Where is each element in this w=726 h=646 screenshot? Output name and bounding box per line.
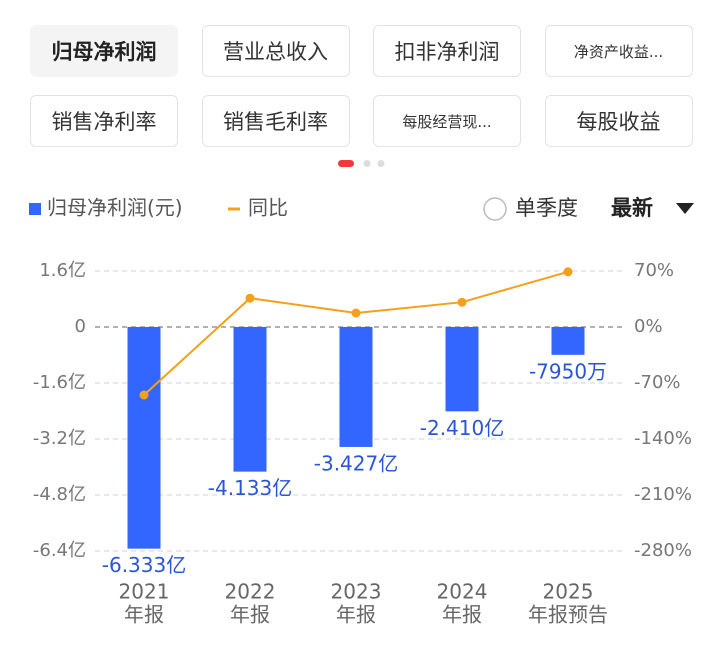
y2-tick-label: -210%	[634, 484, 692, 505]
tab[interactable]: 归母净利润	[30, 25, 178, 77]
tab[interactable]: 净资产收益...	[544, 25, 693, 77]
toggle-radio[interactable]	[483, 197, 507, 221]
value-label: -6.333亿	[102, 553, 186, 577]
tab[interactable]: 营业总收入	[201, 25, 350, 77]
legend-label: 同比	[248, 196, 288, 220]
x-tick-label: 2024	[437, 580, 488, 604]
y2-tick-label: 70%	[634, 260, 674, 281]
y2-tick-label: 0%	[634, 316, 663, 337]
x-tick-label: 2023	[331, 580, 382, 604]
line-point	[563, 267, 573, 277]
y-tick-label: 1.6亿	[39, 260, 86, 281]
line-point	[351, 308, 361, 318]
line-point	[139, 390, 149, 400]
y-tick-label: -6.4亿	[33, 540, 86, 561]
x-tick-label: 年报预告	[528, 603, 608, 627]
y-tick-label: -4.8亿	[33, 484, 86, 505]
page-dot-active	[338, 160, 354, 167]
y-tick-label: -1.6亿	[33, 372, 86, 393]
tab[interactable]: 每股收益	[544, 95, 693, 147]
x-tick-label: 年报	[336, 603, 376, 627]
page-dot	[377, 160, 385, 167]
line-point	[245, 293, 255, 303]
value-label: -7950万	[529, 359, 607, 383]
y-tick-label: -3.2亿	[33, 428, 86, 449]
x-tick-label: 年报	[124, 603, 164, 627]
tab[interactable]: 每股经营现...	[373, 95, 521, 147]
bar	[233, 327, 267, 472]
x-tick-label: 年报	[442, 603, 482, 627]
page-dot	[363, 160, 371, 167]
x-tick-label: 2021	[119, 580, 170, 604]
season-toggle[interactable]: 单季度	[515, 196, 578, 220]
value-label: -3.427亿	[314, 451, 398, 475]
bar	[445, 327, 479, 412]
y-tick-label: 0	[75, 316, 86, 337]
x-tick-label: 2025	[543, 580, 594, 604]
dropdown-arrow[interactable]	[676, 203, 694, 214]
tab[interactable]: 销售净利率	[30, 95, 178, 147]
value-label: -2.410亿	[420, 416, 504, 440]
tab[interactable]: 扣非净利润	[373, 25, 521, 77]
y2-tick-label: -280%	[634, 540, 692, 561]
legend-swatch	[29, 203, 41, 215]
x-tick-label: 2022	[225, 580, 276, 604]
y2-tick-label: -140%	[634, 428, 692, 449]
sort-select[interactable]: 最新	[611, 196, 653, 220]
legend-label: 归母净利润(元)	[47, 196, 183, 220]
y2-tick-label: -70%	[634, 372, 681, 393]
bar	[551, 327, 585, 355]
value-label: -4.133亿	[208, 476, 292, 500]
line-point	[457, 297, 467, 307]
bar	[339, 327, 373, 447]
tab[interactable]: 销售毛利率	[201, 95, 350, 147]
x-tick-label: 年报	[230, 603, 270, 627]
bar	[127, 327, 161, 549]
